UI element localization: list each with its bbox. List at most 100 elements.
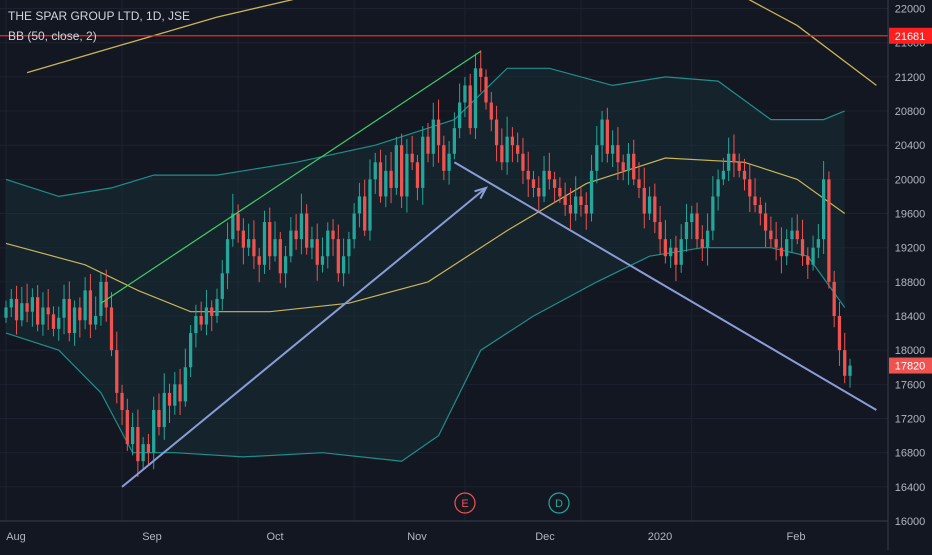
candle-body [758, 204, 762, 214]
price-label-text: 21681 [895, 31, 926, 43]
candle-body [14, 298, 19, 321]
indicator-label: BB (50, close, 2) [8, 29, 97, 43]
down-trend-line [453, 161, 877, 411]
event-marker-circle [454, 492, 476, 514]
candle-body [352, 213, 356, 240]
candle-body [283, 256, 288, 274]
candle-body [442, 145, 446, 171]
candle-body [241, 230, 246, 248]
candle-body [732, 153, 736, 163]
event-marker-letter: D [555, 498, 563, 510]
candle-body [742, 170, 747, 180]
candle-body [426, 136, 430, 154]
candle-body [4, 307, 8, 318]
candle-body [415, 162, 420, 188]
candle-body [167, 392, 172, 406]
candle-body [162, 392, 166, 428]
candle-body [605, 119, 609, 154]
candle-body [547, 170, 551, 180]
candle-body [384, 170, 388, 197]
candle-body [421, 136, 425, 188]
candle-body [447, 153, 451, 171]
candle-body [83, 290, 87, 321]
candle-body [500, 145, 504, 163]
y-tick-label: 20000 [895, 174, 926, 186]
candle-body [510, 136, 515, 146]
candle-body [494, 119, 499, 146]
candle-body [326, 230, 330, 257]
candle-body [574, 196, 578, 214]
upper-band-line [5, 67, 845, 198]
candle-body [51, 314, 56, 329]
channel-line [100, 50, 482, 304]
trend-arrow-head [474, 186, 489, 199]
event-marker-circle [548, 492, 570, 514]
event-marker-letter: E [461, 498, 468, 510]
candle-body [78, 307, 82, 321]
candle-body [637, 179, 641, 188]
candle-body [368, 179, 372, 231]
candle-body [210, 307, 214, 317]
y-tick-label: 21200 [895, 72, 926, 84]
chart-title: THE SPAR GROUP LTD, 1D, JSE [8, 9, 191, 23]
candle-body [473, 68, 478, 129]
candle-body [816, 239, 820, 248]
candle-body [484, 76, 488, 103]
candle-body [30, 297, 35, 312]
candle-body [479, 68, 483, 77]
candle-body [315, 239, 319, 265]
candle-body [537, 187, 541, 197]
candle-body [463, 85, 467, 103]
candle-body [531, 179, 536, 188]
x-tick-label: Aug [6, 531, 26, 543]
y-tick-label: 22000 [895, 4, 926, 16]
candle-body [46, 307, 50, 315]
candle-body [157, 409, 161, 428]
candle-body [431, 119, 435, 154]
candle-body [257, 256, 261, 265]
candle-body [695, 213, 699, 240]
candle-body [247, 239, 251, 248]
candle-body [320, 256, 325, 265]
candle-body [785, 239, 789, 257]
candle-body [405, 153, 409, 197]
candle-body [299, 213, 304, 240]
candle-body [727, 153, 731, 171]
candle-body [331, 230, 335, 240]
candle-body [610, 145, 615, 154]
candle-body [57, 317, 61, 329]
candle-body [399, 145, 404, 197]
candle-body [658, 222, 662, 240]
x-tick-label: Dec [535, 531, 555, 543]
candle-body [489, 102, 493, 120]
candle-body [711, 196, 715, 231]
candle-body [705, 230, 710, 248]
candle-body [278, 239, 282, 274]
y-tick-label: 18800 [895, 277, 926, 289]
y-tick-label: 19200 [895, 243, 926, 255]
candle-body [642, 187, 646, 214]
candle-body [173, 384, 177, 406]
candle-body [199, 316, 203, 325]
price-label-text: 17820 [895, 361, 926, 373]
candle-body [674, 247, 678, 265]
candle-body [141, 444, 145, 462]
y-tick-label: 18400 [895, 311, 926, 323]
candle-body [505, 136, 509, 163]
candle-body [94, 316, 98, 325]
candle-body [589, 170, 594, 214]
candle-body [220, 273, 224, 299]
candle-body [848, 365, 852, 376]
candle-body [595, 145, 599, 171]
candle-body [552, 179, 557, 188]
candle-body [25, 303, 29, 312]
candle-body [341, 256, 346, 274]
x-tick-label: Nov [407, 531, 427, 543]
price-label-bg [889, 357, 932, 374]
candle-body [347, 239, 351, 257]
candle-body [827, 179, 831, 282]
candle-body [231, 213, 235, 240]
candle-body [389, 170, 393, 188]
x-tick-label: Oct [266, 531, 283, 543]
